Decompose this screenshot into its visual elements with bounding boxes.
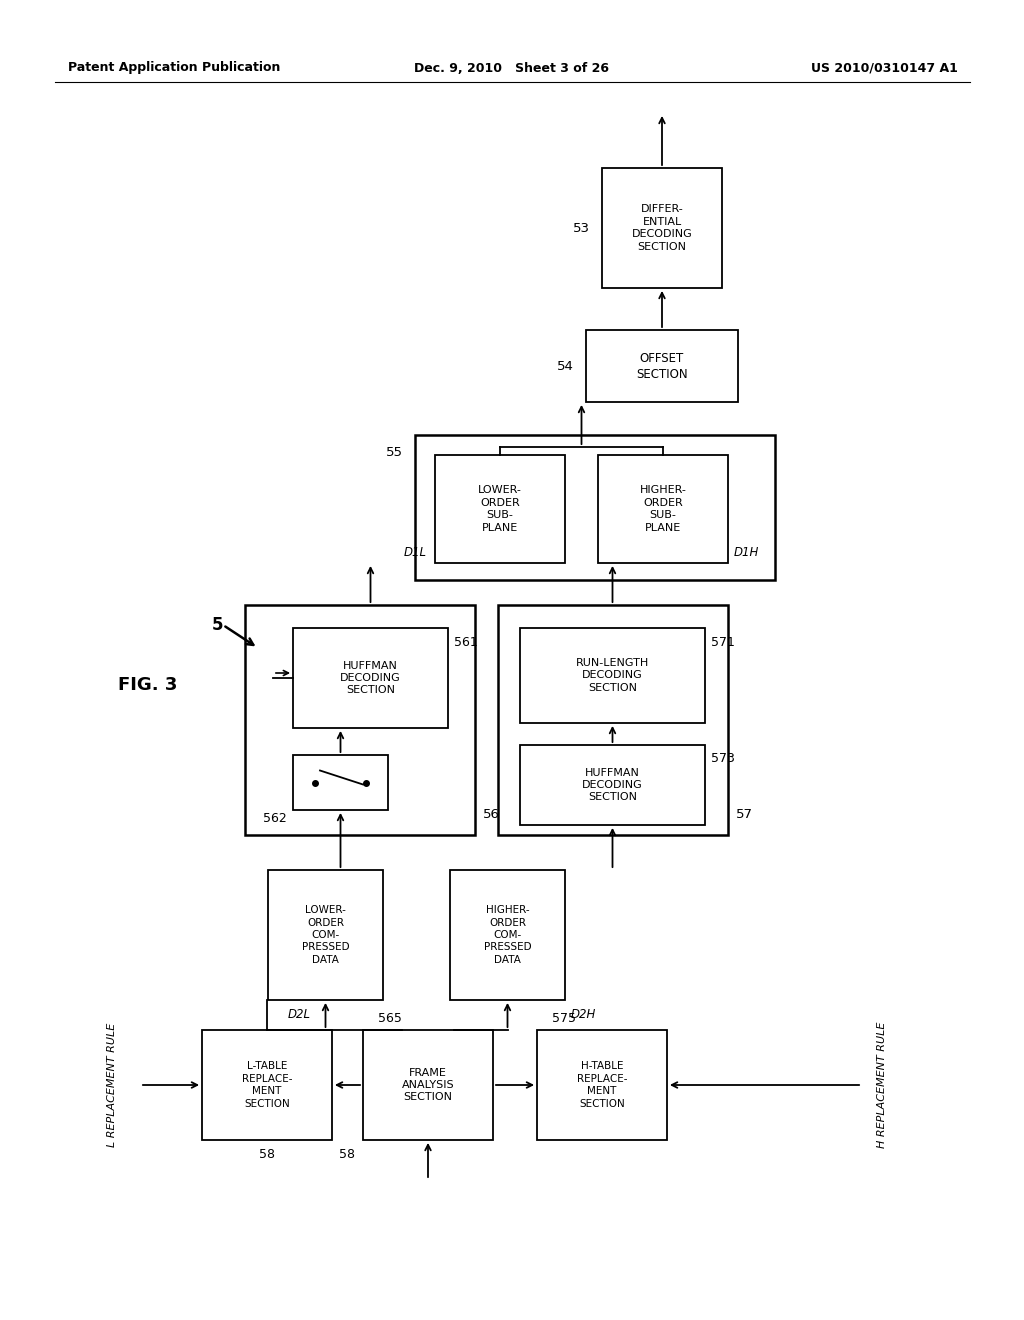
Bar [245, 605, 475, 836]
Bar [415, 436, 775, 579]
Text: Dec. 9, 2010   Sheet 3 of 26: Dec. 9, 2010 Sheet 3 of 26 [415, 62, 609, 74]
Text: HUFFMAN
DECODING
SECTION: HUFFMAN DECODING SECTION [340, 660, 400, 696]
Bar [520, 744, 705, 825]
Text: L-TABLE
REPLACE-
MENT
SECTION: L-TABLE REPLACE- MENT SECTION [242, 1061, 292, 1109]
Bar [537, 1030, 667, 1140]
Text: HUFFMAN
DECODING
SECTION: HUFFMAN DECODING SECTION [582, 768, 643, 803]
Text: D2L: D2L [288, 1007, 311, 1020]
Text: 57: 57 [736, 808, 753, 821]
Bar [435, 455, 565, 564]
Text: 573: 573 [711, 752, 735, 766]
Text: RUN-LENGTH
DECODING
SECTION: RUN-LENGTH DECODING SECTION [575, 659, 649, 693]
Text: D1H: D1H [734, 546, 760, 560]
Text: 565: 565 [378, 1011, 401, 1024]
Bar [293, 755, 388, 810]
Bar [202, 1030, 332, 1140]
Bar [450, 870, 565, 1001]
Bar [293, 628, 449, 729]
Bar [602, 168, 722, 288]
Text: HIGHER-
ORDER
SUB-
PLANE: HIGHER- ORDER SUB- PLANE [640, 486, 686, 532]
Text: D1L: D1L [404, 546, 427, 560]
Text: FIG. 3: FIG. 3 [119, 676, 178, 694]
Text: 561: 561 [454, 635, 478, 648]
Text: Patent Application Publication: Patent Application Publication [68, 62, 281, 74]
Bar [498, 605, 728, 836]
Text: DIFFER-
ENTIAL
DECODING
SECTION: DIFFER- ENTIAL DECODING SECTION [632, 205, 692, 252]
Text: 56: 56 [483, 808, 500, 821]
Text: LOWER-
ORDER
SUB-
PLANE: LOWER- ORDER SUB- PLANE [478, 486, 522, 532]
Bar [598, 455, 728, 564]
Text: FRAME
ANALYSIS
SECTION: FRAME ANALYSIS SECTION [401, 1068, 455, 1102]
Text: H REPLACEMENT RULE: H REPLACEMENT RULE [877, 1022, 887, 1148]
Text: 53: 53 [573, 222, 590, 235]
Bar [362, 1030, 493, 1140]
Text: LOWER-
ORDER
COM-
PRESSED
DATA: LOWER- ORDER COM- PRESSED DATA [302, 906, 349, 965]
Bar [268, 870, 383, 1001]
Text: 58: 58 [259, 1147, 275, 1160]
Text: 55: 55 [386, 446, 403, 459]
Text: 575: 575 [552, 1011, 575, 1024]
Text: HIGHER-
ORDER
COM-
PRESSED
DATA: HIGHER- ORDER COM- PRESSED DATA [483, 906, 531, 965]
Text: 5: 5 [212, 616, 223, 634]
Text: D2H: D2H [571, 1007, 596, 1020]
Bar [520, 628, 705, 723]
Text: 571: 571 [711, 635, 735, 648]
Text: 58: 58 [339, 1147, 355, 1160]
Text: 54: 54 [557, 359, 574, 372]
Text: L REPLACEMENT RULE: L REPLACEMENT RULE [106, 1023, 117, 1147]
Text: OFFSET
SECTION: OFFSET SECTION [636, 351, 688, 380]
Text: H-TABLE
REPLACE-
MENT
SECTION: H-TABLE REPLACE- MENT SECTION [577, 1061, 628, 1109]
Text: 562: 562 [263, 812, 287, 825]
Bar [586, 330, 738, 403]
Text: US 2010/0310147 A1: US 2010/0310147 A1 [811, 62, 958, 74]
